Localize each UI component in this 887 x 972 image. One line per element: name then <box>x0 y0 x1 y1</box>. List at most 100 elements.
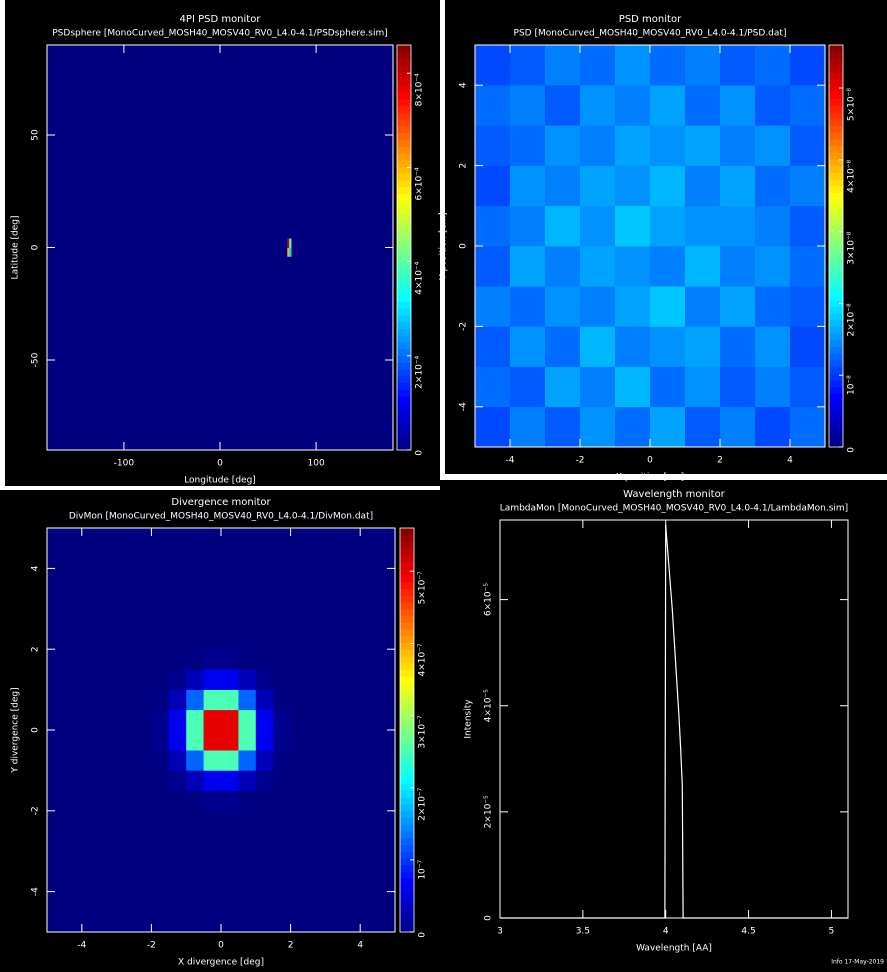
y-tick-label: -50 <box>31 352 41 367</box>
colorbar-step <box>829 219 843 227</box>
heatmap-cell <box>273 730 291 751</box>
y-axis-label: Y position [cm] <box>439 212 449 281</box>
heatmap-cell <box>168 689 187 711</box>
heatmap-cell <box>186 770 204 791</box>
heatmap-cell <box>255 709 274 731</box>
heatmap-cell <box>151 750 170 771</box>
y-tick-label: 0 <box>459 243 469 249</box>
colorbar-step <box>400 864 414 872</box>
heatmap-cell <box>545 366 581 408</box>
colorbar-step <box>397 301 411 309</box>
colorbar-step <box>397 200 411 208</box>
colorbar-step <box>397 78 411 86</box>
x-tick-label: 4 <box>787 456 793 466</box>
colorbar-step <box>829 339 843 347</box>
heatmap-cell <box>650 286 686 327</box>
colorbar-step <box>829 232 843 240</box>
heatmap-cell <box>545 45 581 86</box>
colorbar-step <box>397 153 411 161</box>
x-tick-label: 0 <box>647 456 653 466</box>
heatmap-cell <box>720 85 756 126</box>
colorbar-step <box>400 602 414 610</box>
heatmap-cell <box>203 770 222 791</box>
heatmap-cell <box>221 689 239 711</box>
colorbar-step <box>400 635 414 643</box>
colorbar-step <box>829 440 843 448</box>
heatmap-cell <box>186 649 204 670</box>
colorbar-step <box>829 319 843 327</box>
y-tick-label: 0 <box>484 915 494 921</box>
heatmap-cell <box>168 649 187 670</box>
heatmap-cell <box>255 790 274 812</box>
colorbar-step <box>397 355 411 363</box>
colorbar-step <box>400 642 414 650</box>
heatmap-cell <box>650 125 686 166</box>
heatmap-cell <box>238 649 257 670</box>
colorbar-step <box>400 770 414 778</box>
heatmap-cell <box>685 406 721 448</box>
y-tick-label: -4 <box>459 402 469 411</box>
y-tick-label: 0 <box>31 727 41 733</box>
heatmap-cell <box>238 709 257 731</box>
heatmap-cell <box>580 366 616 408</box>
heatmap-cell <box>510 246 546 287</box>
x-tick-label: 4.5 <box>741 927 755 937</box>
colorbar-step <box>400 804 414 812</box>
panel-bg <box>440 480 887 972</box>
colorbar-step <box>829 145 843 153</box>
heatmap-cell <box>273 669 291 690</box>
colorbar-step <box>829 152 843 160</box>
heatmap-cell <box>720 286 756 327</box>
colorbar-step <box>397 267 411 275</box>
colorbar-step <box>829 45 843 53</box>
x-tick-label: 0 <box>218 941 224 951</box>
colorbar-step <box>397 443 411 451</box>
colorbar-step <box>829 78 843 86</box>
heatmap-cell <box>238 770 257 791</box>
heatmap-cell <box>287 247 290 257</box>
heatmap-cell <box>755 85 791 126</box>
heatmap-cell <box>221 669 239 690</box>
colorbar-step <box>829 125 843 133</box>
heatmap-cell <box>650 326 686 367</box>
heatmap-cell <box>255 770 274 791</box>
colorbar-step <box>397 213 411 221</box>
colorbar-step <box>397 234 411 242</box>
colorbar-step <box>400 709 414 718</box>
heatmap-cell <box>580 165 616 207</box>
heatmap-cell <box>475 45 511 86</box>
heatmap-cell <box>475 205 511 247</box>
heatmap-cell <box>203 669 222 690</box>
heatmap-cell <box>255 750 274 771</box>
colorbar-step <box>400 730 414 738</box>
heatmap-cell <box>238 669 257 690</box>
colorbar-step <box>400 581 414 590</box>
colorbar-step <box>397 274 411 282</box>
heatmap-cell <box>255 689 274 711</box>
colorbar-step <box>400 595 414 603</box>
colorbar-step <box>829 359 843 368</box>
colorbar-step <box>400 629 414 637</box>
colorbar-step <box>400 534 414 542</box>
colorbar-step <box>829 366 843 374</box>
heatmap-cell <box>221 709 239 731</box>
colorbar-step <box>829 105 843 113</box>
x-tick-label: 3.5 <box>576 927 590 937</box>
colorbar-step <box>397 342 411 350</box>
colorbar-step <box>829 413 843 421</box>
plot-frame <box>499 519 849 919</box>
colorbar-step <box>397 99 411 107</box>
x-tick-label: 100 <box>308 459 325 469</box>
heatmap-cell <box>615 125 651 166</box>
colorbar-step <box>829 272 843 280</box>
heatmap-cell <box>168 730 187 751</box>
x-tick-label: 0 <box>217 459 223 469</box>
heatmap-cell <box>650 205 686 247</box>
heatmap-cell <box>545 326 581 367</box>
heatmap-cell <box>545 205 581 247</box>
heatmap-cell <box>203 649 222 670</box>
chart-subtitle: PSDsphere [MonoCurved_MOSH40_MOSV40_RV0_… <box>52 29 387 39</box>
colorbar-step <box>400 763 414 771</box>
colorbar-step <box>829 118 843 126</box>
heatmap-cell <box>475 165 511 207</box>
